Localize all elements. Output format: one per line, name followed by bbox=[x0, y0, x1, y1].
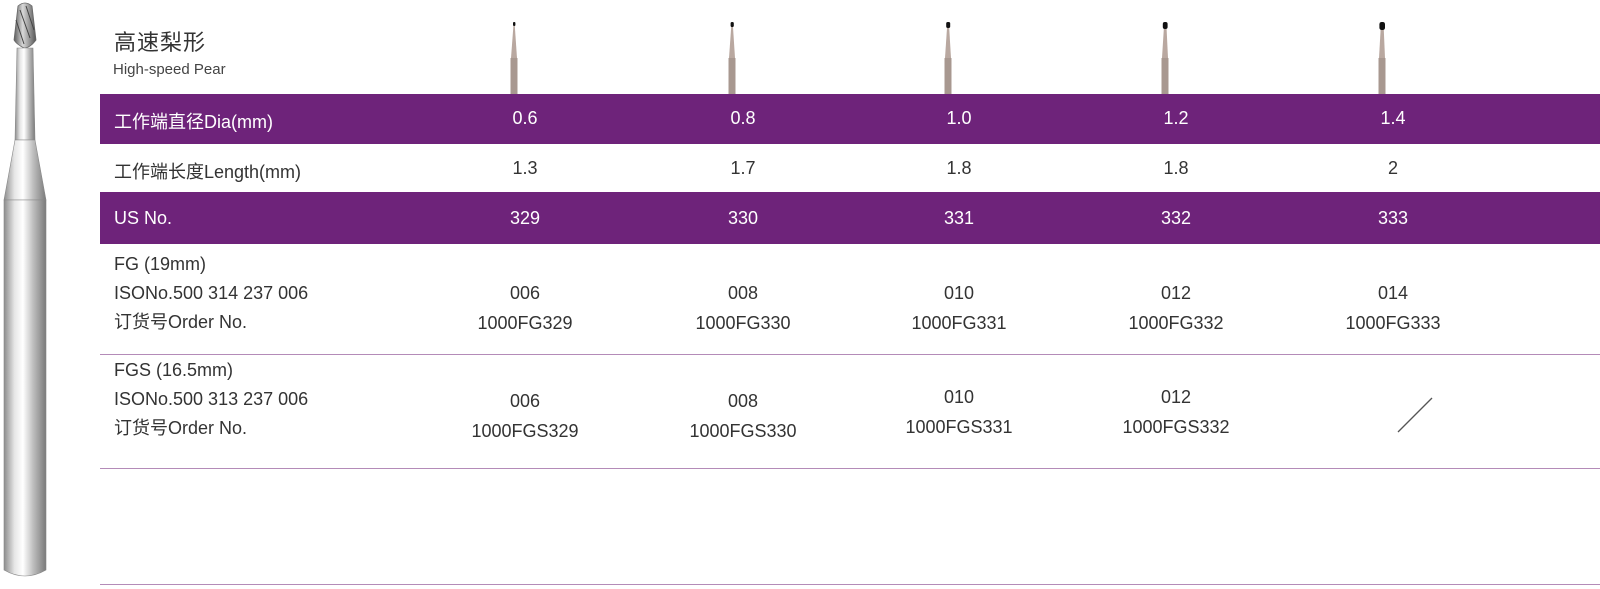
fg-iso-code: 012 bbox=[1160, 283, 1192, 303]
fgs-label-line: 订货号Order No. bbox=[114, 418, 248, 438]
fgs-iso-code: 010 bbox=[943, 387, 975, 407]
fgs-iso-code: 006 bbox=[509, 391, 541, 411]
product-title-en: High-speed Pear bbox=[113, 61, 226, 78]
fgs-order-number: 1000FGS332 bbox=[1122, 417, 1230, 437]
fg-iso-code: 014 bbox=[1377, 283, 1409, 303]
pear-bur-thumbnail bbox=[510, 22, 518, 94]
fg-cell: 012 1000FG332 bbox=[1096, 278, 1256, 338]
diameter-value: 0.6 bbox=[512, 108, 538, 128]
fg-order-number: 1000FG331 bbox=[911, 313, 1007, 333]
fg-label-line: FG (19mm) bbox=[114, 254, 206, 274]
product-title-zh: 高速梨形 bbox=[114, 30, 207, 55]
fg-order-number: 1000FG332 bbox=[1128, 313, 1224, 333]
diameter-value: 0.8 bbox=[730, 108, 756, 128]
fg-order-number: 1000FG333 bbox=[1345, 313, 1441, 333]
fgs-cell: 006 1000FGS329 bbox=[445, 386, 605, 446]
diameter-value: 1.4 bbox=[1380, 108, 1406, 128]
length-value: 1.8 bbox=[1163, 158, 1189, 178]
us-number-value: 332 bbox=[1160, 208, 1192, 228]
row-divider bbox=[100, 354, 1600, 355]
pear-bur-thumbnail bbox=[1161, 22, 1169, 94]
length-value: 1.7 bbox=[730, 158, 756, 178]
fg-order-number: 1000FG329 bbox=[477, 313, 573, 333]
us-number-value: 329 bbox=[509, 208, 541, 228]
fg-cell: 010 1000FG331 bbox=[879, 278, 1039, 338]
length-row: 工作端长度Length(mm) 1.3 1.7 1.8 1.8 2 bbox=[100, 144, 1600, 192]
pear-bur-thumbnail bbox=[944, 22, 952, 94]
fg-cell: 014 1000FG333 bbox=[1313, 278, 1473, 338]
fgs-label: FGS (16.5mm) ISONo.500 313 237 006 订货号Or… bbox=[114, 356, 308, 443]
fgs-order-number: 1000FGS329 bbox=[471, 421, 579, 441]
fg-iso-code: 010 bbox=[943, 283, 975, 303]
length-label: 工作端长度Length(mm) bbox=[114, 162, 302, 182]
fg-cell: 008 1000FG330 bbox=[663, 278, 823, 338]
diameter-value: 1.0 bbox=[946, 108, 972, 128]
fgs-cell: 010 1000FGS331 bbox=[879, 382, 1039, 442]
us-number-value: 330 bbox=[727, 208, 759, 228]
pear-bur-thumbnail bbox=[1378, 22, 1386, 94]
pear-bur-side-image bbox=[3, 2, 47, 577]
table-bottom-border bbox=[100, 584, 1600, 585]
fg-iso-code: 006 bbox=[509, 283, 541, 303]
fgs-order-number: 1000FGS331 bbox=[905, 417, 1013, 437]
diagonal-slash-icon bbox=[1397, 397, 1433, 433]
fgs-label-line: FGS (16.5mm) bbox=[114, 360, 234, 380]
diameter-row: 工作端直径Dia(mm) 0.6 0.8 1.0 1.2 1.4 bbox=[100, 94, 1600, 144]
us-number-row: US No. 329 330 331 332 333 bbox=[100, 192, 1600, 244]
diameter-value: 1.2 bbox=[1163, 108, 1189, 128]
row-divider bbox=[100, 468, 1600, 469]
fgs-row: FGS (16.5mm) ISONo.500 313 237 006 订货号Or… bbox=[100, 354, 1600, 469]
diameter-label: 工作端直径Dia(mm) bbox=[114, 112, 273, 132]
pear-bur-thumbnail bbox=[728, 22, 736, 94]
fg-label-line: 订货号Order No. bbox=[114, 312, 248, 332]
fg-iso-code: 008 bbox=[727, 283, 759, 303]
length-value: 1.8 bbox=[946, 158, 972, 178]
length-value: 1.3 bbox=[512, 158, 538, 178]
fgs-iso-code: 008 bbox=[727, 391, 759, 411]
length-value: 2 bbox=[1387, 158, 1398, 178]
fgs-order-number: 1000FGS330 bbox=[689, 421, 797, 441]
fgs-cell: 008 1000FGS330 bbox=[663, 386, 823, 446]
fg-cell: 006 1000FG329 bbox=[445, 278, 605, 338]
fg-row: FG (19mm) ISONo.500 314 237 006 订货号Order… bbox=[100, 244, 1600, 354]
us-number-label: US No. bbox=[114, 208, 173, 228]
fg-label: FG (19mm) ISONo.500 314 237 006 订货号Order… bbox=[114, 250, 308, 337]
fgs-cell: 012 1000FGS332 bbox=[1096, 382, 1256, 442]
us-number-value: 333 bbox=[1377, 208, 1409, 228]
fg-order-number: 1000FG330 bbox=[695, 313, 791, 333]
fgs-iso-code: 012 bbox=[1160, 387, 1192, 407]
fgs-label-line: ISONo.500 313 237 006 bbox=[114, 389, 309, 409]
us-number-value: 331 bbox=[943, 208, 975, 228]
fg-label-line: ISONo.500 314 237 006 bbox=[114, 283, 309, 303]
